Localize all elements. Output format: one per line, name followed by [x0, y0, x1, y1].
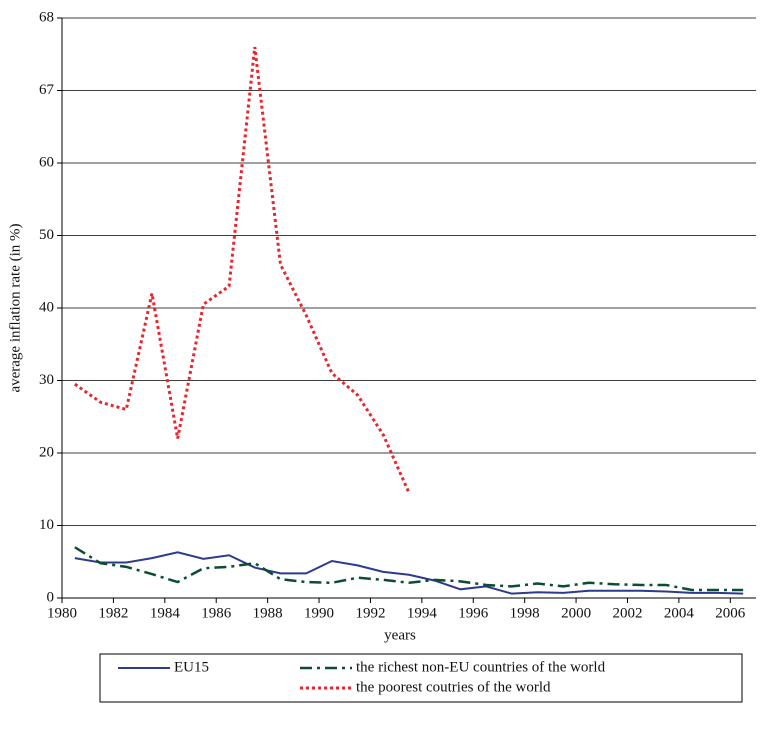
- x-tick-label: 1996: [458, 605, 489, 621]
- y-tick-label: 30: [39, 372, 54, 388]
- x-tick-label: 2006: [715, 605, 746, 621]
- x-tick-label: 1992: [355, 605, 385, 621]
- x-tick-label: 1988: [253, 605, 283, 621]
- y-tick-label: 0: [47, 589, 55, 605]
- x-tick-label: 1984: [150, 605, 181, 621]
- legend-label: the richest non-EU countries of the worl…: [356, 659, 606, 675]
- x-tick-label: 2004: [664, 605, 695, 621]
- series-line: [74, 551, 744, 595]
- legend-box: [99, 653, 743, 703]
- x-tick-label: 2002: [612, 605, 642, 621]
- x-axis-label: years: [384, 627, 416, 643]
- legend-label: the poorest coutries of the world: [356, 679, 551, 695]
- series-line: [74, 546, 744, 592]
- y-tick-label: 40: [39, 299, 54, 315]
- y-tick-label: 20: [39, 444, 54, 460]
- x-tick-label: 1980: [47, 605, 77, 621]
- x-tick-label: 1986: [201, 605, 232, 621]
- y-tick-label: 50: [39, 227, 54, 243]
- series-line: [73, 46, 411, 494]
- y-tick-label: 10: [39, 517, 54, 533]
- x-tick-label: 1982: [98, 605, 128, 621]
- legend-label: EU15: [174, 659, 209, 675]
- y-tick-label: 68: [39, 9, 54, 25]
- x-tick-label: 1994: [407, 605, 438, 621]
- y-axis-label: average inflation rate (in %): [7, 223, 23, 392]
- x-tick-label: 1990: [304, 605, 334, 621]
- x-tick-label: 2000: [561, 605, 591, 621]
- x-tick-label: 1998: [510, 605, 540, 621]
- y-tick-label: 67: [39, 82, 55, 98]
- y-tick-label: 60: [39, 154, 54, 170]
